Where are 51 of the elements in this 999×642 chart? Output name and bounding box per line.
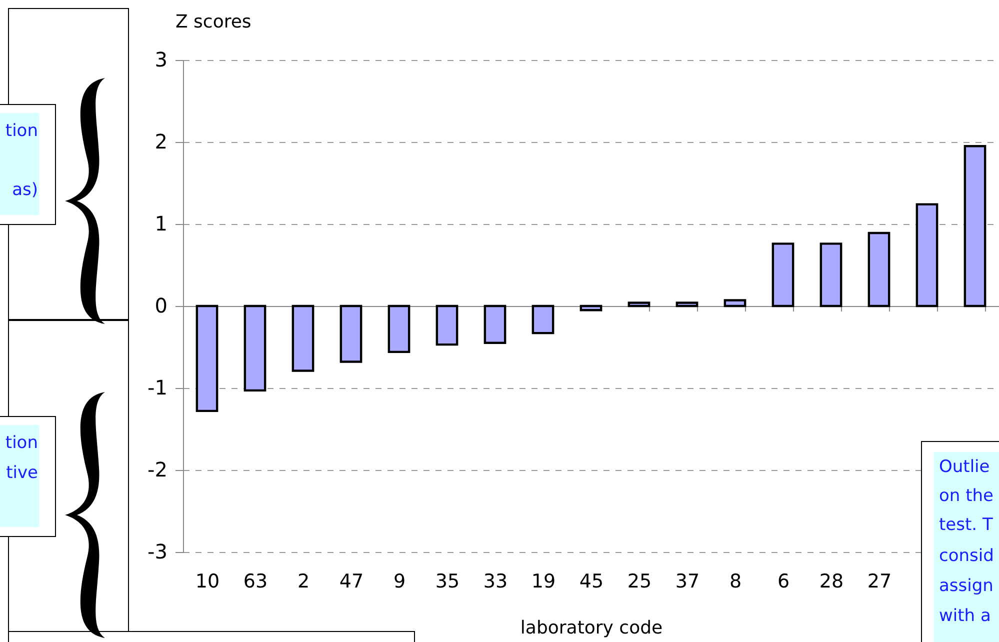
x-tick-label: 35 bbox=[435, 570, 460, 592]
x-tick-label: 63 bbox=[243, 570, 268, 592]
x-tick-label: 28 bbox=[819, 570, 844, 592]
x-tick-label: 9 bbox=[393, 570, 406, 592]
x-tick-label: 6 bbox=[777, 570, 790, 592]
bar bbox=[628, 302, 650, 308]
bar bbox=[532, 304, 554, 334]
text: tion bbox=[5, 121, 38, 141]
text: with a bbox=[939, 606, 991, 626]
bar bbox=[580, 304, 602, 312]
y-tick-label: 1 bbox=[154, 212, 168, 236]
bar bbox=[436, 304, 458, 346]
annotation: Outlie bbox=[939, 457, 990, 477]
bar bbox=[772, 242, 794, 308]
y-tick-label: 0 bbox=[154, 294, 168, 318]
annotation: test. T bbox=[939, 515, 993, 535]
bar bbox=[484, 304, 506, 344]
bar bbox=[820, 242, 842, 308]
x-tick-label: 8 bbox=[729, 570, 742, 592]
bar bbox=[196, 304, 218, 412]
bar bbox=[388, 304, 410, 354]
bar bbox=[676, 302, 698, 308]
annotation: on the bbox=[939, 486, 994, 506]
y-tick-label: -3 bbox=[148, 540, 168, 564]
bar bbox=[340, 304, 362, 363]
x-tick-label: 33 bbox=[483, 570, 508, 592]
y-axis-title: Z scores bbox=[176, 12, 252, 32]
x-tick-label: 25 bbox=[627, 570, 652, 592]
y-tick-label: 2 bbox=[154, 130, 168, 154]
x-tick-label: 10 bbox=[195, 570, 220, 592]
x-tick-label: 2 bbox=[297, 570, 310, 592]
x-tick-label: 45 bbox=[579, 570, 604, 592]
x-tick-label: 19 bbox=[531, 570, 556, 592]
x-tick-label: 27 bbox=[867, 570, 892, 592]
x-tick-label: 47 bbox=[339, 570, 364, 592]
bar bbox=[916, 203, 938, 308]
bar bbox=[724, 299, 746, 308]
y-tick-label: -2 bbox=[148, 458, 168, 482]
x-tick-label: 37 bbox=[675, 570, 700, 592]
bar bbox=[244, 304, 266, 392]
bar bbox=[292, 304, 314, 372]
bar bbox=[964, 145, 986, 308]
text: tion bbox=[5, 433, 38, 453]
y-tick-label: -1 bbox=[148, 376, 168, 400]
text: assign bbox=[939, 576, 994, 596]
bar bbox=[868, 232, 890, 308]
annotation: consid bbox=[939, 546, 994, 566]
text: as) bbox=[12, 180, 38, 200]
x-axis-title: laboratory code bbox=[520, 618, 663, 638]
text: tive bbox=[6, 463, 38, 483]
y-tick-label: 3 bbox=[154, 48, 168, 72]
